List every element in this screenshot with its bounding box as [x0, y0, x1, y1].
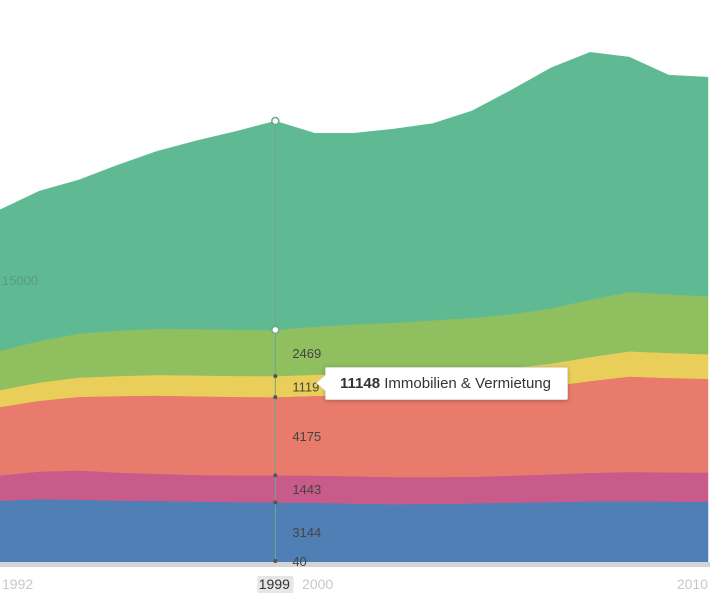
x-tick-highlight — [257, 576, 294, 593]
tooltip: 11148 Immobilien & Vermietung — [325, 367, 568, 400]
selected-value-label-3: 1119 — [292, 380, 319, 395]
y-grid-label-0: 15000 — [2, 273, 38, 288]
x-tick-label-1999: 1999 — [259, 576, 290, 592]
selected-value-label-2: 4175 — [292, 429, 321, 444]
selection-point-3 — [273, 374, 278, 379]
x-tick-label-2010: 2010 — [677, 576, 708, 592]
selected-value-label-4: 2469 — [292, 346, 321, 361]
x-tick-label-1992: 1992 — [2, 576, 33, 592]
area-series-5 — [0, 52, 709, 351]
area-series-0 — [0, 498, 709, 563]
x-axis: 1992 1999 2000 2010 — [0, 562, 710, 593]
selection-point-0 — [273, 500, 278, 505]
selection-point-1 — [273, 473, 278, 478]
x-tick-label-2000: 2000 — [302, 576, 333, 592]
selected-value-label-1: 1443 — [292, 482, 321, 497]
selected-value-label-bottom: 40 — [292, 554, 306, 569]
x-axis-line — [0, 562, 710, 567]
tooltip-value: 11148 — [340, 375, 381, 392]
tooltip-label: Immobilien & Vermietung — [384, 375, 551, 392]
selection-marker — [271, 116, 280, 563]
selection-point-5 — [271, 116, 280, 126]
selection-point-base — [273, 559, 278, 563]
selected-value-labels: 3144 1443 4175 1119 2469 40 — [292, 346, 321, 569]
selected-value-label-0: 3144 — [292, 525, 321, 540]
y-grid-labels: 15000 — [2, 273, 38, 288]
selection-point-4 — [271, 325, 280, 335]
area-layers — [0, 52, 709, 563]
selection-point-2 — [273, 395, 278, 400]
